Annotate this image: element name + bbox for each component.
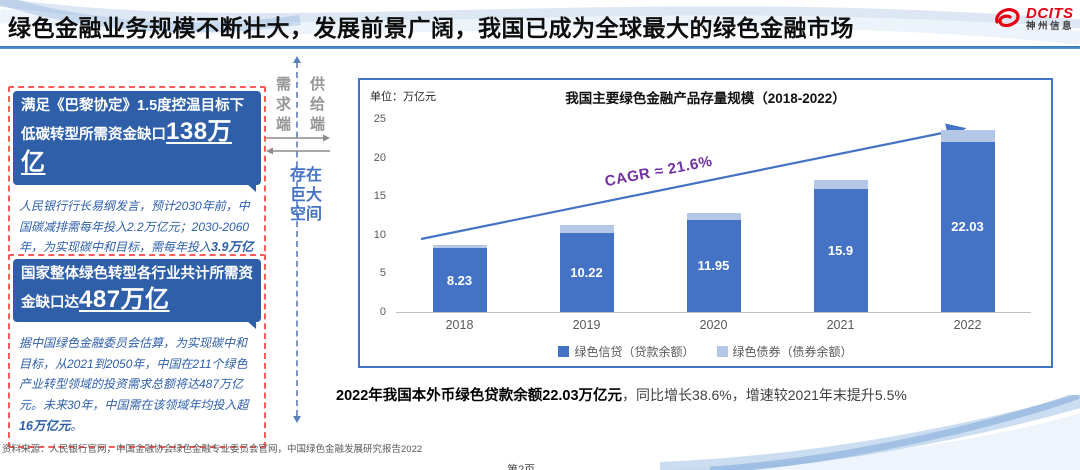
y-tick: 15 bbox=[373, 190, 386, 203]
bar-cap-segment bbox=[559, 225, 614, 234]
supply-side-label: 供给端 bbox=[308, 76, 325, 136]
legend-label: 绿色债券（债券余额） bbox=[732, 345, 853, 359]
bar-cap-segment bbox=[813, 180, 868, 190]
x-axis-label: 2018 bbox=[445, 318, 474, 332]
huge-gap-label: 存在 巨大 空间 bbox=[285, 166, 327, 225]
bar-cap-segment bbox=[940, 130, 995, 142]
stacked-bar-chart-panel: 单位：万亿元 我国主要绿色金融产品存量规模（2018-2022） 0 5 10 15 2… bbox=[358, 78, 1053, 368]
trend-arrow bbox=[420, 123, 967, 241]
funding-gap-box-national: 国家整体绿色转型各行业共计所需资 金缺口达487万亿 据中国绿色金融委员会估算，… bbox=[8, 254, 266, 449]
box2-heading-line2: 金缺口达 bbox=[21, 294, 79, 311]
box1-heading-line2: 低碳转型所需资金缺口 bbox=[21, 126, 166, 143]
x-axis-label: 2020 bbox=[699, 318, 728, 332]
title-divider bbox=[0, 46, 1080, 49]
box2-body-bold-value: 16万亿元 bbox=[19, 418, 71, 433]
legend-label: 绿色信贷（贷款余额） bbox=[574, 345, 695, 359]
bar-2018: 8.23 bbox=[432, 244, 487, 312]
bar-main-segment: 15.9 bbox=[813, 189, 868, 312]
box2-body-text: 据中国绿色金融委员会估算，为实现碳中和目标，从2021到2050年，中国在211… bbox=[19, 336, 249, 412]
legend-swatch bbox=[558, 346, 570, 357]
box1-heading: 满足《巴黎协定》1.5度控温目标下 低碳转型所需资金缺口138万亿 bbox=[13, 91, 261, 193]
company-logo: DCITS 神州信息 bbox=[992, 5, 1074, 33]
x-axis-label: 2019 bbox=[572, 318, 601, 332]
data-source-note: 资料来源：人民银行官网，中国金融协会绿色金融专业委员会官网，中国绿色金融发展研究… bbox=[2, 444, 423, 455]
bar-2021: 15.9 bbox=[813, 180, 868, 312]
exchange-arrows-icon bbox=[266, 134, 330, 155]
x-axis-labels: 2018 2019 2020 2021 2022 bbox=[396, 318, 1031, 332]
box2-body-tail: 。 bbox=[70, 418, 83, 433]
bar-main-segment: 22.03 bbox=[940, 141, 995, 312]
demand-side-label: 需求端 bbox=[274, 76, 291, 136]
logo-subtitle: 神州信息 bbox=[1025, 20, 1074, 32]
box2-highlight-value: 487万亿 bbox=[79, 285, 170, 313]
gap-label-line1: 存在 bbox=[289, 167, 322, 184]
legend-item: 绿色信贷（贷款余额） bbox=[558, 343, 695, 360]
bar-2020: 11.95 bbox=[686, 212, 741, 312]
chart-unit-label: 单位：万亿元 bbox=[370, 91, 436, 103]
y-tick: 20 bbox=[373, 151, 386, 164]
box2-heading-line1: 国家整体绿色转型各行业共计所需资 bbox=[21, 266, 253, 282]
dashed-line-top-arrow bbox=[293, 56, 301, 63]
box2-body: 据中国绿色金融委员会估算，为实现碳中和目标，从2021到2050年，中国在211… bbox=[10, 325, 264, 446]
summary-bold-part: 2022年我国本外币绿色贷款余额22.03万亿元 bbox=[336, 388, 623, 404]
y-tick: 0 bbox=[379, 306, 386, 318]
y-axis-ticks: 0 5 10 15 20 25 bbox=[360, 113, 388, 318]
bar-2022: 22.03 bbox=[940, 130, 995, 312]
bar-2019: 10.22 bbox=[559, 225, 614, 312]
y-tick: 25 bbox=[373, 113, 386, 125]
bar-cap-segment bbox=[686, 212, 741, 220]
bar-cap-segment bbox=[432, 244, 487, 249]
gap-label-line2: 巨大 bbox=[289, 186, 322, 204]
funding-gap-box-paris: 满足《巴黎协定》1.5度控温目标下 低碳转型所需资金缺口138万亿 人民银行行长… bbox=[8, 86, 266, 292]
x-axis-line bbox=[396, 312, 1031, 313]
bar-main-segment: 11.95 bbox=[686, 219, 741, 312]
box1-highlight-value: 138万亿 bbox=[21, 117, 233, 177]
gap-label-line3: 空间 bbox=[289, 206, 322, 224]
box2-heading: 国家整体绿色转型各行业共计所需资 金缺口达487万亿 bbox=[13, 259, 261, 330]
dcits-swirl-icon bbox=[995, 8, 1020, 28]
dashed-line-bottom-arrow bbox=[293, 416, 301, 423]
page-number: 第2页 bbox=[507, 464, 536, 470]
x-axis-label: 2021 bbox=[826, 318, 855, 332]
summary-statement: 2022年我国本外币绿色贷款余额22.03万亿元，同比增长38.6%，增速较20… bbox=[336, 384, 907, 405]
bar-main-segment: 10.22 bbox=[559, 233, 614, 312]
bar-main-segment: 8.23 bbox=[432, 248, 487, 312]
box1-body-text: 人民银行行长易纲发言，预计2030年前，中国碳减排需每年投入2.2万亿元；203… bbox=[19, 199, 250, 255]
plot-area: 8.23 10.22 11.95 15.9 22.03 CAGR ≈ 21.6% bbox=[396, 119, 1031, 312]
box1-body: 人民银行行长易纲发言，预计2030年前，中国碳减排需每年投入2.2万亿元；203… bbox=[10, 188, 264, 289]
summary-regular-part: ，同比增长38.6%，增速较2021年末提升5.5% bbox=[622, 387, 907, 403]
legend-item: 绿色债券（债券余额） bbox=[716, 343, 853, 360]
box1-heading-line1: 满足《巴黎协定》1.5度控温目标下 bbox=[21, 98, 245, 114]
x-axis-label: 2022 bbox=[953, 318, 982, 332]
legend-swatch bbox=[716, 346, 728, 357]
chart-title: 我国主要绿色金融产品存量规模（2018-2022） bbox=[565, 91, 846, 106]
chart-legend: 绿色信贷（贷款余额） 绿色债券（债券余额） bbox=[360, 343, 1051, 360]
bottom-swoosh-decoration bbox=[660, 395, 1080, 470]
bars-container: 8.23 10.22 11.95 15.9 22.03 bbox=[396, 119, 1031, 312]
page-title: 绿色金融业务规模不断壮大，发展前景广阔，我国已成为全球最大的绿色金融市场 bbox=[8, 15, 854, 41]
divider-dashed-line bbox=[296, 62, 298, 416]
y-tick: 5 bbox=[379, 267, 386, 280]
y-tick: 10 bbox=[373, 228, 386, 241]
logo-brand: DCITS bbox=[1025, 5, 1074, 23]
